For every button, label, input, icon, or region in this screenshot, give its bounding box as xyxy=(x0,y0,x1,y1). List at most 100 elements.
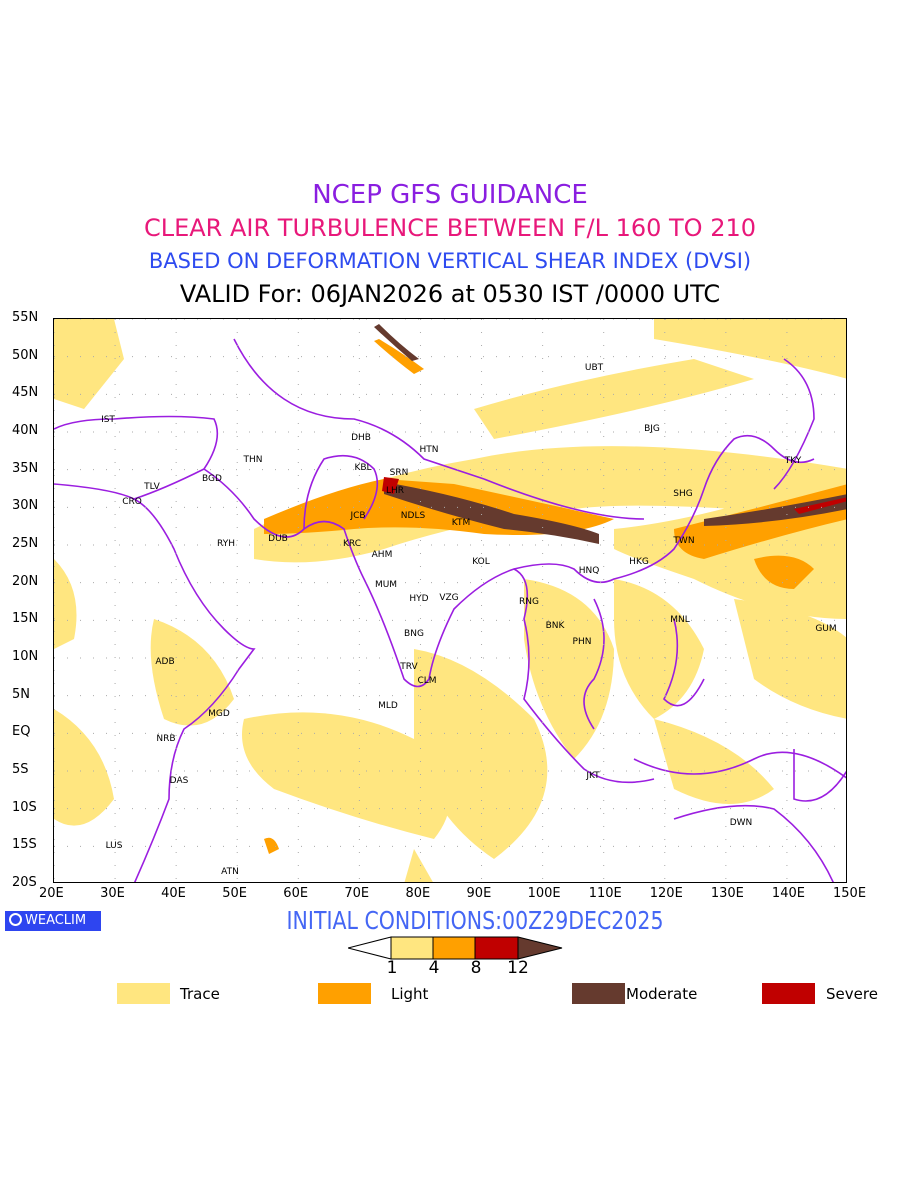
city-label: HYD xyxy=(409,594,429,604)
lat-tick-label: 40N xyxy=(12,423,39,438)
city-label: TWN xyxy=(673,536,695,546)
city-label: BNG xyxy=(404,629,424,639)
lon-tick-label: 70E xyxy=(344,886,370,901)
lon-tick-label: 120E xyxy=(649,886,683,901)
city-label: ATN xyxy=(221,867,239,877)
lon-tick-label: 110E xyxy=(588,886,622,901)
lat-tick-label: 35N xyxy=(12,460,39,476)
city-label: DWN xyxy=(729,818,753,828)
map-layers xyxy=(54,319,846,882)
lat-tick-label: 10S xyxy=(12,799,37,815)
legend-label-light: Light xyxy=(391,985,429,1003)
legend-swatch-trace xyxy=(117,983,170,1004)
lon-tick-label: 30E xyxy=(100,886,125,901)
lat-tick-label: 30N xyxy=(12,498,39,514)
lat-tick-label: 55N xyxy=(12,310,39,325)
lat-tick-label: EQ xyxy=(12,724,31,740)
city-label: TKY xyxy=(784,456,802,466)
colorbar-below-arrow xyxy=(348,936,392,960)
lon-tick-label: 150E xyxy=(833,886,867,901)
lat-tick-label: 20N xyxy=(12,573,39,589)
legend-label-moderate: Moderate xyxy=(626,985,698,1003)
city-label: AHM xyxy=(371,550,393,560)
colorbar-segment-severe xyxy=(474,936,519,960)
colorbar-segment-trace xyxy=(390,936,434,960)
city-label: HTN xyxy=(419,445,439,455)
city-label: IST xyxy=(101,415,115,425)
weaclim-logo: WEACLIM xyxy=(5,911,101,931)
legend-label-trace: Trace xyxy=(180,985,220,1003)
lon-tick-label: 60E xyxy=(283,886,309,901)
city-label: DHB xyxy=(351,433,371,443)
country-borders xyxy=(54,338,846,882)
city-label: CRO xyxy=(122,497,142,507)
city-label: KTM xyxy=(451,518,471,528)
legend-swatch-light xyxy=(318,983,371,1004)
brand-name: WEACLIM xyxy=(25,913,87,928)
turbulence-map: IST TLV CRO BGD THN RYH DUB DHB KBL SRN LHR HTN JCB N… xyxy=(53,318,847,883)
colorbar-tick: 1 xyxy=(386,958,398,978)
lat-tick-label: 5N xyxy=(12,686,30,702)
lon-tick-label: 130E xyxy=(710,886,744,901)
city-label: CLM xyxy=(417,676,437,686)
city-label: MUM xyxy=(374,580,398,590)
lat-tick-label: 15S xyxy=(12,837,37,853)
legend-swatch-moderate xyxy=(572,983,625,1004)
city-label: MNL xyxy=(670,615,690,625)
moderate-areas xyxy=(374,324,846,544)
colorbar xyxy=(348,936,563,960)
city-label: ADB xyxy=(155,657,175,667)
lon-tick-label: 40E xyxy=(161,886,186,901)
severe-areas xyxy=(382,477,846,514)
title-parameter: CLEAR AIR TURBULENCE BETWEEN F/L 160 TO … xyxy=(143,214,757,242)
legend-swatch-severe xyxy=(762,983,815,1004)
city-label: DAS xyxy=(169,776,189,786)
copyright-icon xyxy=(9,913,22,926)
city-label: JCB xyxy=(350,511,366,521)
lat-tick-label: 5S xyxy=(12,762,29,777)
lat-tick-label: 50N xyxy=(12,347,39,363)
city-label: JKT xyxy=(586,771,600,781)
city-label: SHG xyxy=(673,489,693,499)
city-label: HKG xyxy=(629,557,649,567)
title-method: BASED ON DEFORMATION VERTICAL SHEAR INDE… xyxy=(148,249,752,273)
city-label: BNK xyxy=(545,621,565,631)
lon-tick-label: 80E xyxy=(405,886,431,901)
lon-tick-label: 20E xyxy=(39,886,64,901)
city-label: BGD xyxy=(202,474,222,484)
title-product: NCEP GFS GUIDANCE xyxy=(312,180,588,210)
city-label: MGD xyxy=(208,709,230,719)
city-label: PHN xyxy=(572,637,592,647)
legend-label-severe: Severe xyxy=(826,985,878,1003)
lon-tick-label: 90E xyxy=(466,886,492,901)
colorbar-tick: 4 xyxy=(428,958,440,978)
city-label: THN xyxy=(243,455,263,465)
city-label: LHR xyxy=(385,486,405,496)
city-label: SRN xyxy=(389,468,409,478)
city-label: VZG xyxy=(439,593,459,603)
lat-tick-label: 45N xyxy=(12,385,39,401)
city-label: KOL xyxy=(472,557,490,567)
city-label: TLV xyxy=(144,482,160,492)
lon-tick-label: 140E xyxy=(771,886,805,901)
city-label: GUM xyxy=(815,624,837,634)
initial-conditions: INITIAL CONDITIONS:00Z29DEC2025 xyxy=(286,906,664,935)
lat-tick-label: 10N xyxy=(12,649,39,664)
city-label: NDLS xyxy=(400,511,426,521)
city-label: LUS xyxy=(105,841,123,851)
lon-tick-label: 50E xyxy=(222,886,247,901)
colorbar-tick: 8 xyxy=(470,958,482,978)
city-label: KBL xyxy=(354,463,372,473)
city-label: KRC xyxy=(343,539,361,549)
city-label: RNG xyxy=(519,597,539,607)
lat-tick-label: 20S xyxy=(12,875,37,890)
city-label: UBT xyxy=(584,363,604,373)
city-label: NRB xyxy=(156,734,176,744)
lon-tick-label: 100E xyxy=(527,886,561,901)
city-label: TRV xyxy=(400,662,418,672)
lat-tick-label: 25N xyxy=(12,536,39,551)
city-label: DUB xyxy=(268,534,288,544)
city-label: BJG xyxy=(644,424,660,434)
colorbar-above-arrow xyxy=(517,936,563,960)
city-label: RYH xyxy=(217,539,235,549)
